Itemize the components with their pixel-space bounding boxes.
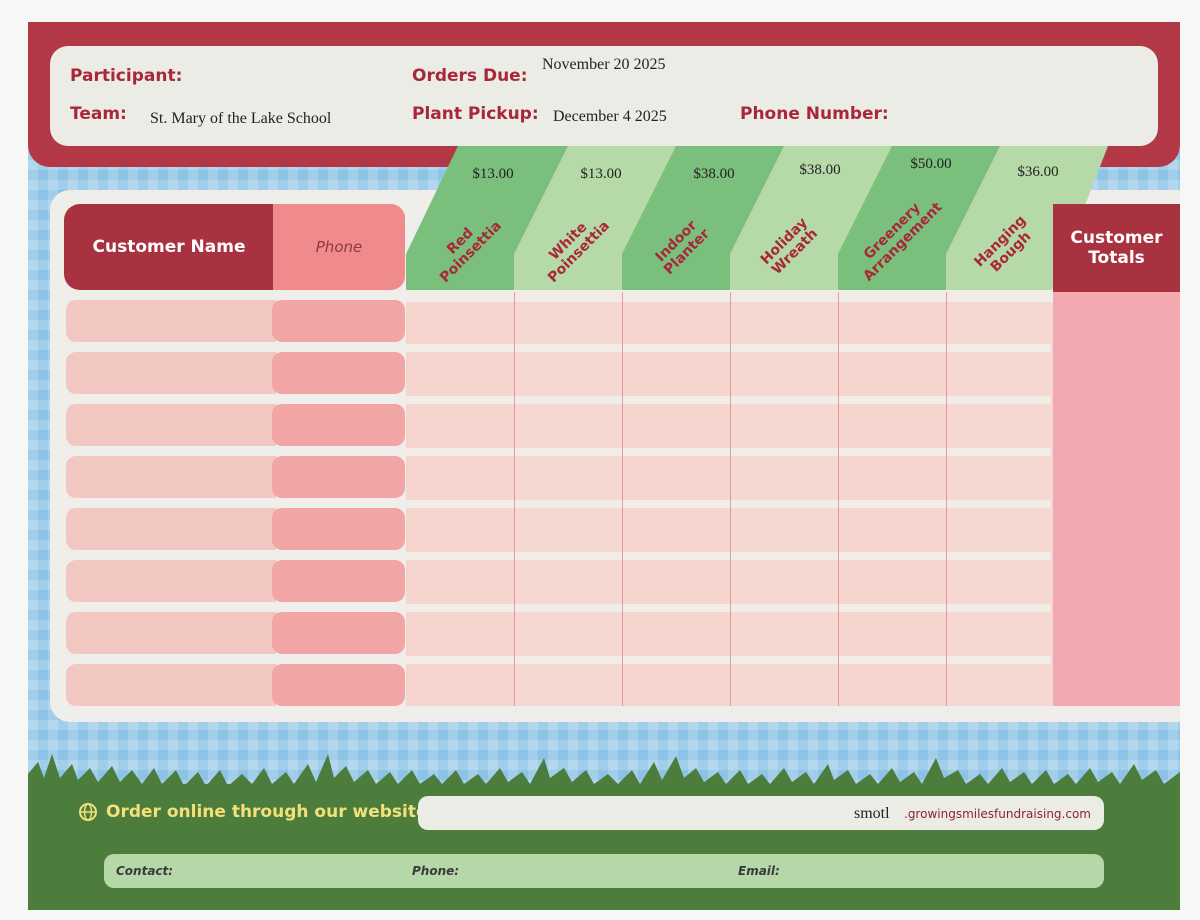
phone-cell[interactable] <box>272 352 405 394</box>
website-handwritten: smotl <box>854 805 890 822</box>
customer-totals-column[interactable] <box>1053 292 1180 706</box>
customer-name-cell[interactable] <box>66 352 276 394</box>
row-separator <box>406 656 1051 664</box>
row-separator <box>406 604 1051 612</box>
customer-name-header: Customer Name <box>64 204 274 290</box>
customer-name-cell[interactable] <box>66 664 276 706</box>
column-separator <box>730 292 731 706</box>
website-callout: Order online through our website: <box>78 802 434 822</box>
price-white-poinsettia: $13.00 <box>580 166 622 182</box>
contact-email-label: Email: <box>738 864 780 878</box>
globe-icon <box>79 803 97 821</box>
row-separator <box>406 344 1051 352</box>
row-separator <box>406 552 1051 560</box>
plant-pickup-value[interactable]: December 4 2025 <box>553 108 667 125</box>
contact-phone-label: Phone: <box>412 864 460 878</box>
team-value[interactable]: St. Mary of the Lake School <box>150 110 332 127</box>
contact-label: Contact: <box>116 864 174 878</box>
orders-due-value[interactable]: November 20 2025 <box>542 56 666 73</box>
customer-name-cell[interactable] <box>66 560 276 602</box>
price-holiday-wreath: $38.00 <box>799 162 841 178</box>
phone-cell[interactable] <box>272 664 405 706</box>
team-label: Team: <box>70 104 127 124</box>
plant-pickup-label: Plant Pickup: <box>412 104 539 124</box>
column-separator <box>946 292 947 706</box>
phone-cell[interactable] <box>272 404 405 446</box>
customer-name-cell[interactable] <box>66 404 276 446</box>
product-header-shapes <box>406 146 1108 290</box>
info-card: Participant: Team: St. Mary of the Lake … <box>50 46 1158 146</box>
column-separator <box>838 292 839 706</box>
customer-name-cell[interactable] <box>66 508 276 550</box>
row-separator <box>406 500 1051 508</box>
website-label: Order online through our website: <box>106 802 435 822</box>
phone-header: Phone <box>273 204 405 290</box>
website-domain: .growingsmilesfundraising.com <box>904 807 1091 821</box>
row-separator <box>406 292 1051 300</box>
price-greenery-arrangement: $50.00 <box>910 156 952 172</box>
contact-field[interactable] <box>104 854 1104 888</box>
participant-label: Participant: <box>70 66 183 86</box>
customer-name-cell[interactable] <box>66 300 276 342</box>
price-red-poinsettia: $13.00 <box>472 166 514 182</box>
row-separator <box>406 396 1051 404</box>
website-field[interactable]: smotl .growingsmilesfundraising.com <box>418 796 1104 830</box>
phone-cell[interactable] <box>272 560 405 602</box>
phone-number-label: Phone Number: <box>740 104 889 124</box>
column-separator <box>514 292 515 706</box>
phone-cell[interactable] <box>272 612 405 654</box>
column-separator <box>622 292 623 706</box>
orders-due-label: Orders Due: <box>412 66 528 86</box>
phone-cell[interactable] <box>272 508 405 550</box>
phone-cell[interactable] <box>272 456 405 498</box>
phone-cell[interactable] <box>272 300 405 342</box>
price-hanging-bough: $36.00 <box>1017 164 1059 180</box>
product-header-bg-6 <box>946 146 1108 290</box>
customer-totals-header: Customer Totals <box>1053 204 1180 292</box>
customer-name-cell[interactable] <box>66 456 276 498</box>
order-form-sheet: Participant: Team: St. Mary of the Lake … <box>28 22 1180 910</box>
price-indoor-planter: $38.00 <box>693 166 735 182</box>
row-separator <box>406 448 1051 456</box>
customer-name-cell[interactable] <box>66 612 276 654</box>
